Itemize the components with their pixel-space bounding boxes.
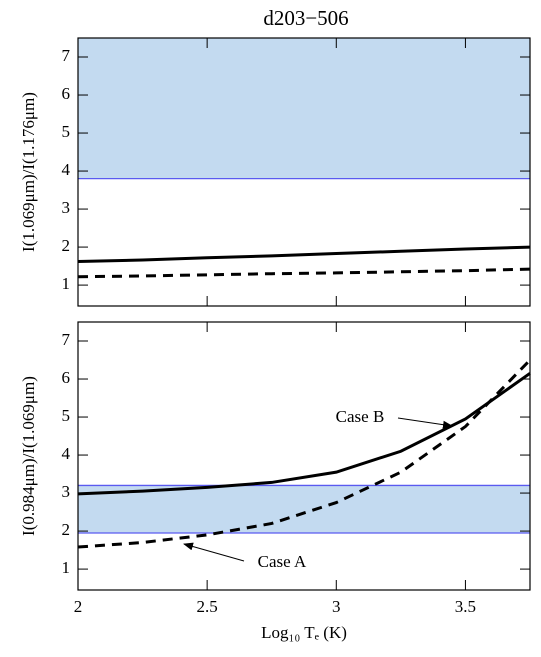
y-tick-label: 1 <box>62 558 71 577</box>
x-tick-label: 2.5 <box>197 597 218 616</box>
annotation: Case B <box>336 407 385 426</box>
annotation-arrow <box>397 417 453 429</box>
y-tick-label: 1 <box>62 274 71 293</box>
plot-frame <box>77 321 531 591</box>
y-tick-label: 4 <box>62 160 71 179</box>
shaded-band <box>78 38 530 179</box>
y-axis-label: I(1.069μm)/I(1.176μm) <box>19 92 38 252</box>
y-tick-label: 5 <box>62 122 71 141</box>
chart-title: d203−506 <box>263 6 348 30</box>
annotation: Case A <box>258 552 307 571</box>
shaded-band <box>78 485 530 533</box>
y-tick-label: 7 <box>62 46 71 65</box>
y-tick-label: 7 <box>62 330 71 349</box>
series-line <box>77 358 532 549</box>
y-tick-label: 6 <box>62 368 71 387</box>
y-tick-label: 3 <box>62 482 71 501</box>
x-axis-label: Log₁₀ Tₑ (K) <box>261 623 347 642</box>
y-tick-label: 5 <box>62 406 71 425</box>
annotation-arrow <box>183 542 245 562</box>
series-line <box>77 372 531 496</box>
y-tick-label: 6 <box>62 84 71 103</box>
y-tick-label: 3 <box>62 198 71 217</box>
y-tick-label: 2 <box>62 236 71 255</box>
series-line <box>77 245 531 264</box>
plot-frame <box>77 37 531 307</box>
x-tick-label: 3 <box>332 597 341 616</box>
y-tick-label: 4 <box>62 444 71 463</box>
y-tick-label: 2 <box>62 520 71 539</box>
series-line <box>77 267 531 279</box>
y-axis-label: I(0.984μm)/I(1.069μm) <box>19 376 38 536</box>
x-tick-label: 3.5 <box>455 597 476 616</box>
x-tick-label: 2 <box>74 597 83 616</box>
